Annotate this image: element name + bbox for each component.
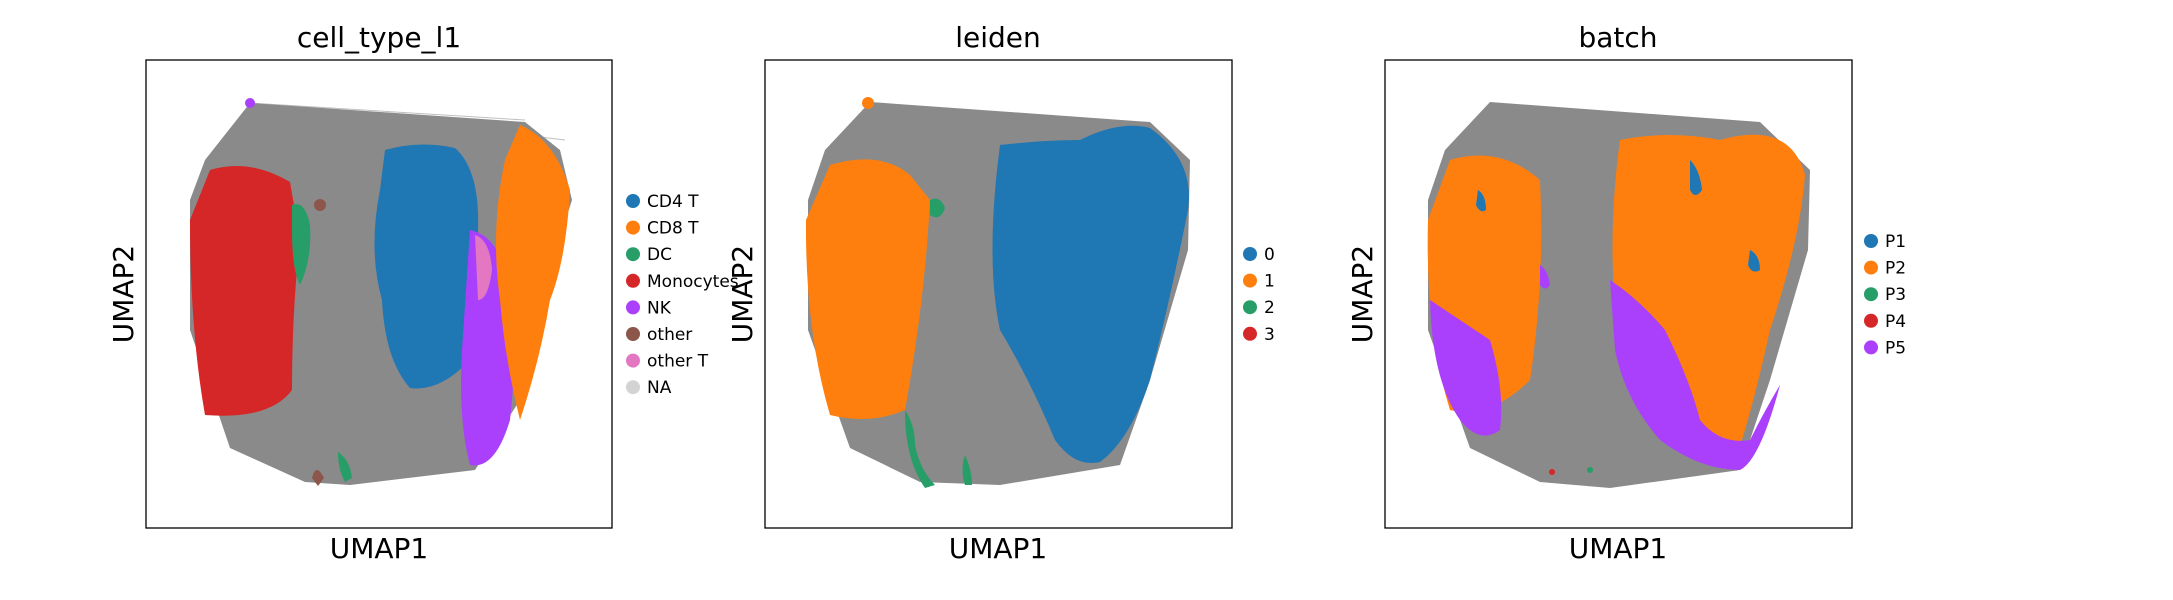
legend-item: CD4 T (626, 192, 699, 212)
legend-marker (626, 220, 640, 235)
legend-label: CD8 T (647, 219, 699, 239)
legend-marker (626, 380, 640, 395)
legend-item: 3 (1243, 325, 1275, 345)
cluster-region-p4 (1549, 469, 1555, 475)
legend-marker (1864, 260, 1878, 275)
legend-item: other T (626, 352, 709, 372)
legend-item: P3 (1864, 285, 1906, 305)
legend-marker (626, 300, 640, 315)
legend-label: CD4 T (647, 192, 699, 212)
legend-label: P4 (1885, 312, 1906, 332)
plot-frame (145, 59, 613, 529)
legend-label: other T (647, 352, 709, 372)
cluster-region-1 (805, 97, 930, 419)
legend-item: NK (626, 298, 672, 318)
legend-label: DC (647, 245, 672, 265)
y-axis-label: UMAP2 (107, 245, 140, 344)
legend-label: P2 (1885, 259, 1906, 279)
legend-marker (626, 247, 640, 262)
panel-title: cell_type_l1 (297, 21, 461, 54)
legend-label: 3 (1264, 325, 1275, 345)
legend-item: Monocytes (626, 272, 739, 292)
legend-marker (1864, 340, 1878, 355)
x-axis-label: UMAP1 (1569, 532, 1668, 565)
cluster-region-monocytes (190, 166, 300, 416)
cluster-region-0 (992, 125, 1189, 464)
legend-item: P2 (1864, 259, 1906, 279)
y-axis-label: UMAP2 (726, 245, 759, 344)
legend-marker (626, 273, 640, 288)
cluster-region-dc (292, 204, 352, 482)
legend-label: 0 (1264, 245, 1275, 265)
legend-item: P4 (1864, 312, 1906, 332)
cluster-region-cd4t (374, 144, 479, 389)
legend-item: 1 (1243, 272, 1275, 292)
plot-area (1427, 102, 1810, 488)
legend-marker (1864, 287, 1878, 302)
legend-item: 0 (1243, 245, 1275, 265)
legend-marker (1243, 326, 1257, 341)
legend-label: 2 (1264, 298, 1275, 318)
panel-batch: batch UMAP1 (1346, 21, 1906, 565)
legend: CD4 T CD8 T DC Monocytes NK other other T NA (626, 192, 739, 398)
legend: 0 1 2 3 (1243, 245, 1275, 345)
cluster-region-p5 (1430, 265, 1780, 470)
cluster-region-p1 (1476, 160, 1760, 272)
legend-marker (1864, 234, 1878, 248)
cluster-region-cd8t (496, 125, 570, 420)
cluster-region-2 (905, 198, 972, 488)
cluster-region-other (312, 199, 326, 486)
legend-marker (1243, 300, 1257, 315)
legend-label: 1 (1264, 272, 1275, 292)
legend-marker (626, 353, 640, 368)
legend-item: 2 (1243, 298, 1275, 318)
plot-area (805, 97, 1190, 488)
legend-item: NA (626, 378, 672, 398)
legend-item: P5 (1864, 338, 1906, 358)
panel-leiden: leiden UMAP1 UMAP2 0 1 2 3 (726, 21, 1275, 565)
panel-cell-type: cell_type_l1 (107, 21, 739, 565)
legend-item: CD8 T (626, 219, 699, 239)
legend-label: P5 (1885, 338, 1906, 358)
legend-item: P1 (1864, 232, 1906, 252)
plot-frame (1384, 59, 1853, 529)
panel-title: leiden (955, 21, 1041, 54)
x-axis-label: UMAP1 (330, 532, 429, 565)
legend-marker (626, 194, 640, 208)
legend-marker (1243, 273, 1257, 288)
cluster-region-p3 (1587, 467, 1593, 473)
cluster-region-other-t (475, 235, 492, 300)
legend-marker (626, 327, 640, 341)
legend-marker (1243, 247, 1257, 261)
panel-title: batch (1578, 21, 1657, 54)
legend-item: DC (626, 245, 672, 265)
legend-label: NK (647, 298, 672, 318)
legend-marker (1864, 313, 1878, 328)
legend: P1 P2 P3 P4 P5 (1864, 232, 1906, 358)
legend-label: other (647, 325, 692, 345)
legend-label: P3 (1885, 285, 1906, 305)
legend-label: Monocytes (647, 272, 739, 292)
plot-frame (764, 59, 1233, 529)
legend-item: other (626, 325, 692, 345)
legend-label: P1 (1885, 232, 1906, 252)
y-axis-label: UMAP2 (1346, 245, 1379, 344)
legend-label: NA (647, 378, 672, 398)
x-axis-label: UMAP1 (949, 532, 1048, 565)
plot-area (190, 98, 572, 486)
